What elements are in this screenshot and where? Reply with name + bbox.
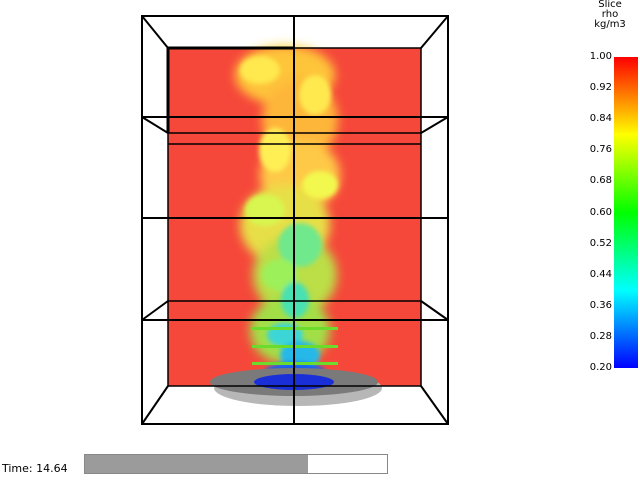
colorbar <box>614 57 638 368</box>
colorbar-units: kg/m3 <box>594 19 626 30</box>
time-slider-fill <box>85 455 309 473</box>
colorbar-tick-label: 0.36 <box>589 299 612 311</box>
smoke-plume <box>235 45 340 382</box>
colorbar-tick-label: 0.28 <box>589 330 612 342</box>
colorbar-tick-label: 0.76 <box>589 144 612 156</box>
colorbar-tick-label: 0.44 <box>589 268 612 280</box>
colorbar-tick-label: 0.60 <box>589 206 612 218</box>
colorbar-title: Slice rho kg/m3 <box>585 0 635 30</box>
mesh-wireframe <box>141 15 449 425</box>
colorbar-tick-label: 0.20 <box>589 362 612 373</box>
colorbar-tick-label: 0.92 <box>589 82 612 94</box>
colorbar-tick-label: 0.68 <box>589 175 612 187</box>
colorbar-tick-label: 0.84 <box>589 113 612 125</box>
time-label: Time: 14.64 <box>2 462 68 475</box>
colorbar-quantity: rho <box>601 9 619 20</box>
colorbar-title-line: Slice <box>598 0 622 10</box>
colorbar-tick-label: 0.52 <box>589 237 612 249</box>
time-slider[interactable] <box>84 454 388 474</box>
colorbar-tick-label: 1.00 <box>589 51 612 62</box>
